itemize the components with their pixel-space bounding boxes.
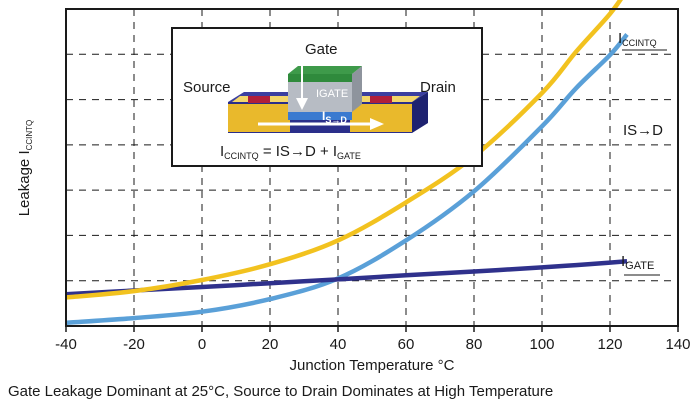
series-label-iccintq-sub: CCINTQ — [622, 38, 657, 48]
series-label-igate-sub: GATE — [625, 260, 654, 272]
series-label-iccintq-main: I — [618, 30, 622, 47]
x-tick-label: 20 — [262, 336, 279, 353]
series-line-isd — [65, 32, 629, 326]
x-axis-ticks: -40 -20 0 20 40 60 80 100 120 140 — [55, 326, 691, 353]
inset-gate-label: Gate — [305, 41, 338, 58]
series-line-igate — [65, 259, 628, 297]
gate-side — [352, 66, 362, 112]
series-line-iccintq — [65, 0, 624, 300]
x-tick-label: -40 — [55, 336, 77, 353]
source-diffusion — [228, 104, 290, 132]
series-lines — [65, 0, 629, 326]
inset-source-label: Source — [183, 79, 231, 96]
equation-rhs: = IS→D + I — [259, 143, 337, 160]
isd-arrow-head — [370, 118, 384, 130]
x-axis-title: Junction Temperature °C — [290, 357, 455, 374]
y-axis-title: Leakage ICCINTQ — [16, 120, 34, 217]
figure-caption: Gate Leakage Dominant at 25°C, Source to… — [8, 383, 554, 400]
x-tick-label: 120 — [597, 336, 622, 353]
inset-equation: ICCINTQ = IS→D + IGATE — [220, 143, 361, 161]
gate-top-front — [288, 74, 352, 82]
inset-isd-main: I — [322, 109, 325, 123]
drain-diffusion — [350, 104, 412, 132]
plot-frame — [65, 8, 679, 327]
substrate-side — [412, 92, 428, 133]
inset-diagram: Gate Source Drain IGATE IS→D ICC — [171, 27, 483, 167]
x-tick-label: 40 — [330, 336, 347, 353]
drain-contact — [370, 96, 392, 103]
x-tick-label: 100 — [529, 336, 554, 353]
x-tick-label: 140 — [665, 336, 690, 353]
series-label-iccintq: ICCINTQ — [618, 30, 657, 48]
x-tick-label: 80 — [466, 336, 483, 353]
x-tick-label: -20 — [123, 336, 145, 353]
igate-arrow-head — [296, 98, 308, 110]
equation-lhs: I — [220, 143, 224, 160]
equation-rhs-sub: GATE — [337, 151, 361, 161]
gate-oxide — [288, 112, 352, 120]
x-tick-label: 0 — [198, 336, 206, 353]
inset-isd-label: IS→D — [322, 109, 347, 125]
inset-isd-sub: S→D — [325, 115, 347, 125]
x-tick-label: 60 — [398, 336, 415, 353]
equation-lhs-sub: CCINTQ — [224, 151, 259, 161]
y-axis-title-main: Leakage I — [16, 150, 33, 216]
inset-drain-label: Drain — [420, 79, 456, 96]
series-label-isd: IS→D — [623, 122, 663, 139]
inset-igate-label: IGATE — [316, 88, 348, 100]
y-axis-title-sub: CCINTQ — [25, 120, 34, 151]
gate-top — [288, 66, 362, 74]
series-label-igate: IGATE — [621, 253, 654, 272]
series-label-igate-main: I — [621, 253, 625, 270]
source-contact — [248, 96, 270, 103]
